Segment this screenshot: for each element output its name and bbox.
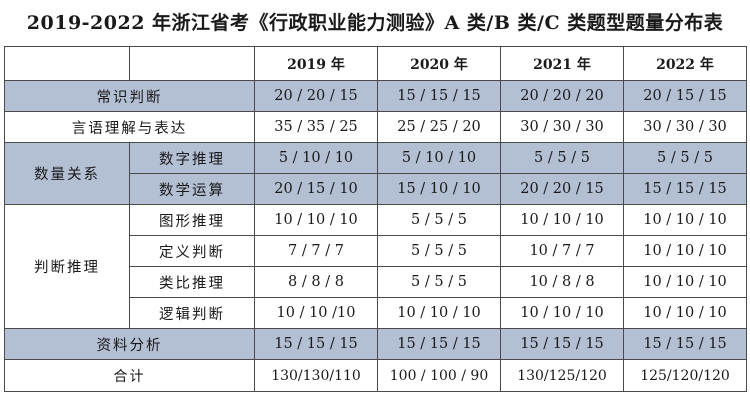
cell: 15 / 15 / 15 — [500, 328, 624, 360]
table-row: 资料分析 15 / 15 / 15 15 / 15 / 15 15 / 15 /… — [4, 328, 747, 360]
header-row: 2019 年 2020 年 2021 年 2022 年 — [4, 46, 747, 81]
table-row: 逻辑判断 10 / 10 /10 10 / 10 / 10 10 / 10 / … — [5, 297, 747, 329]
cell: 15 / 15 / 15 — [377, 328, 501, 360]
total-row: 合计 130/130/110 100 / 100 / 90 130/125/12… — [4, 359, 747, 392]
cell: 15 / 10 / 10 — [377, 173, 501, 205]
subcategory-label: 数字推理 — [129, 142, 255, 174]
header-2022: 2022 年 — [623, 46, 747, 81]
cell: 10 / 10 / 10 — [254, 204, 378, 236]
cell: 125/120/120 — [623, 359, 747, 392]
total-label: 合计 — [4, 359, 255, 392]
corner-cell — [4, 46, 130, 81]
cell: 10 / 10 / 10 — [623, 297, 747, 329]
table-row: 常识判断 20 / 20 / 15 15 / 15 / 15 20 / 20 /… — [4, 80, 747, 112]
category-label: 资料分析 — [4, 328, 255, 360]
cell: 100 / 100 / 90 — [377, 359, 501, 392]
cell: 25 / 25 / 20 — [377, 111, 501, 143]
table-row: 言语理解与表达 35 / 35 / 25 25 / 25 / 20 30 / 3… — [4, 111, 747, 143]
cell: 20 / 15 / 10 — [254, 173, 378, 205]
corner-cell-2 — [129, 46, 255, 81]
cell: 5 / 5 / 5 — [377, 235, 501, 267]
cell: 10 / 10 / 10 — [623, 235, 747, 267]
cell: 10 / 10 / 10 — [500, 204, 624, 236]
subcategory-label: 类比推理 — [129, 266, 255, 298]
cell: 15 / 15 / 15 — [254, 328, 378, 360]
cell: 10 / 10 / 10 — [377, 297, 501, 329]
cell: 10 / 10 / 10 — [623, 266, 747, 298]
table-row: 数学运算 20 / 15 / 10 15 / 10 / 10 20 / 20 /… — [5, 173, 747, 205]
distribution-table: 2019 年 2020 年 2021 年 2022 年 常识判断 20 / 20… — [4, 46, 747, 392]
category-label: 言语理解与表达 — [4, 111, 255, 143]
cell: 10 / 10 / 10 — [623, 204, 747, 236]
cell: 5 / 10 / 10 — [254, 142, 378, 174]
cell: 20 / 20 / 15 — [254, 80, 378, 112]
table-row: 数量关系 数字推理 5 / 10 / 10 5 / 10 / 10 5 / 5 … — [4, 142, 747, 205]
cell: 5 / 5 / 5 — [377, 204, 501, 236]
cell: 8 / 8 / 8 — [254, 266, 378, 298]
cell: 5 / 5 / 5 — [623, 142, 747, 174]
cell: 10 / 8 / 8 — [500, 266, 624, 298]
cell: 30 / 30 / 30 — [500, 111, 624, 143]
subcategory-label: 数学运算 — [129, 173, 255, 205]
cell: 20 / 15 / 15 — [623, 80, 747, 112]
table-title: 2019-2022 年浙江省考《行政职业能力测验》A 类/B 类/C 类题型题量… — [26, 12, 724, 34]
table-row: 定义判断 7 / 7 / 7 5 / 5 / 5 10 / 7 / 7 10 /… — [5, 235, 747, 267]
cell: 7 / 7 / 7 — [254, 235, 378, 267]
cell: 10 / 7 / 7 — [500, 235, 624, 267]
cell: 10 / 10 / 10 — [500, 297, 624, 329]
header-2021: 2021 年 — [500, 46, 624, 81]
cell: 30 / 30 / 30 — [623, 111, 747, 143]
cell: 15 / 15 / 15 — [623, 173, 747, 205]
header-2020: 2020 年 — [377, 46, 501, 81]
header-2019: 2019 年 — [254, 46, 378, 81]
cell: 5 / 5 / 5 — [500, 142, 624, 174]
cell: 130/130/110 — [254, 359, 378, 392]
subcategory-label: 图形推理 — [129, 204, 255, 236]
cell: 5 / 10 / 10 — [377, 142, 501, 174]
cell: 35 / 35 / 25 — [254, 111, 378, 143]
subcategory-label: 定义判断 — [129, 235, 255, 267]
cell: 15 / 15 / 15 — [623, 328, 747, 360]
table-row: 判断推理 图形推理 10 / 10 / 10 5 / 5 / 5 10 / 10… — [4, 204, 747, 329]
table-row: 类比推理 8 / 8 / 8 5 / 5 / 5 10 / 8 / 8 10 /… — [5, 266, 747, 298]
category-label: 常识判断 — [4, 80, 255, 112]
cell: 20 / 20 / 20 — [500, 80, 624, 112]
category-label: 判断推理 — [4, 204, 130, 329]
subcategory-label: 逻辑判断 — [129, 297, 255, 329]
cell: 130/125/120 — [500, 359, 624, 392]
cell: 15 / 15 / 15 — [377, 80, 501, 112]
cell: 5 / 5 / 5 — [377, 266, 501, 298]
cell: 20 / 20 / 15 — [500, 173, 624, 205]
category-label: 数量关系 — [4, 142, 130, 205]
cell: 10 / 10 /10 — [254, 297, 378, 329]
